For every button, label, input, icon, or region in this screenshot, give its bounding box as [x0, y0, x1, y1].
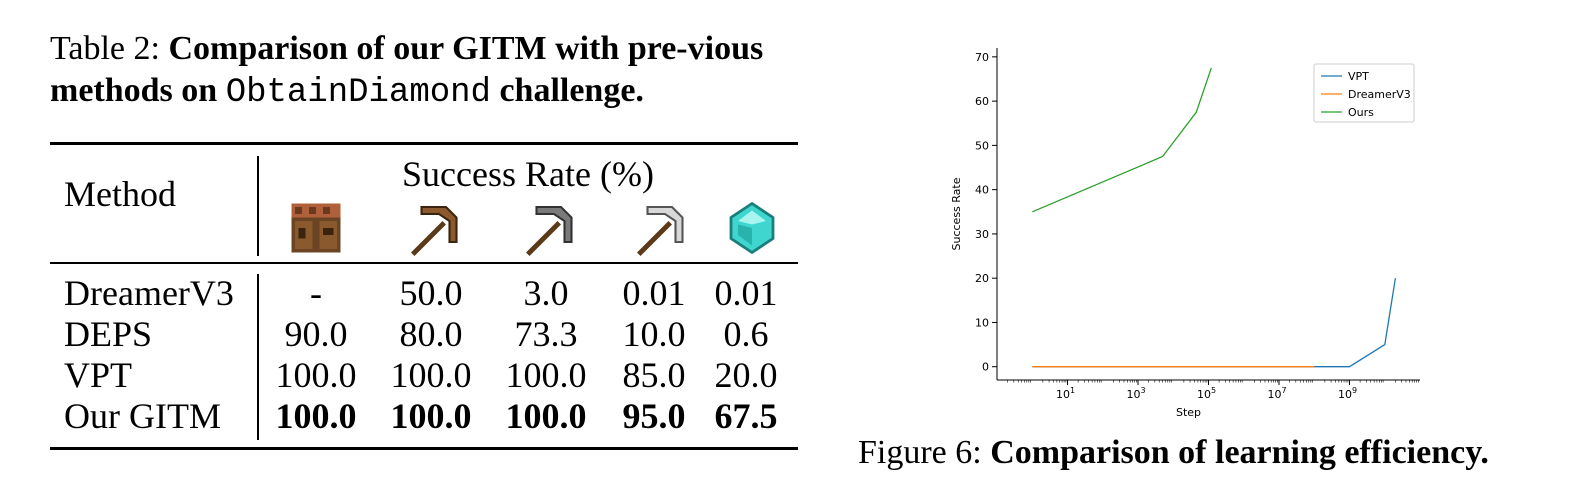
diamond-icon — [729, 201, 775, 255]
figure-caption-label: Figure 6: — [858, 434, 982, 471]
series-line-vpt — [1032, 278, 1397, 368]
learning-efficiency-chart: 0 10 20 30 40 50 60 70 101 103 105 107 109 Step Succes… — [950, 48, 1420, 419]
value-cell: 20.0 — [714, 355, 778, 395]
y-tick-label: 70 — [975, 51, 989, 64]
x-tick-label: 109 — [1338, 386, 1357, 401]
success-rate-header: Success Rate (%) — [402, 154, 654, 194]
wooden-pickaxe-icon — [411, 205, 458, 256]
iron-pickaxe-icon — [637, 205, 684, 256]
value-cell: 80.0 — [399, 314, 463, 354]
value-cell: 50.0 — [399, 273, 463, 313]
table-bottom-rule — [50, 447, 798, 450]
value-cell: 0.01 — [714, 273, 778, 313]
legend-entry: VPT — [1348, 70, 1369, 83]
x-tick-label: 101 — [1056, 386, 1075, 401]
crafting-table-icon — [291, 203, 341, 253]
y-tick-label: 50 — [975, 139, 989, 152]
x-tick-exponent: 5 — [1211, 386, 1216, 395]
series-line-ours — [1032, 67, 1212, 213]
legend-entry: DreamerV3 — [1348, 88, 1411, 101]
x-tick-exponent: 3 — [1140, 386, 1145, 395]
x-tick-exponent: 1 — [1070, 386, 1075, 395]
table-caption-title-part2: challenge. — [499, 72, 644, 109]
method-name: VPT — [64, 355, 133, 395]
table-top-rule — [50, 142, 798, 145]
stone-pickaxe-icon — [526, 205, 573, 256]
value-cell: 67.5 — [714, 396, 778, 436]
y-tick-label: 30 — [975, 228, 989, 241]
value-cell: 3.0 — [523, 273, 569, 313]
method-name: DEPS — [64, 314, 153, 354]
table-caption-label: Table 2: — [50, 30, 160, 67]
x-tick-label: 107 — [1267, 386, 1286, 401]
value-cell: 100.0 — [275, 355, 357, 395]
y-tick-label: 20 — [975, 272, 989, 285]
value-cell: 10.0 — [622, 314, 686, 354]
figure-caption: Figure 6: Comparison of learning efficie… — [858, 432, 1489, 474]
y-tick-label: 0 — [982, 361, 989, 374]
method-name: Our GITM — [64, 396, 221, 436]
method-column-header: Method — [64, 174, 176, 214]
value-cell: 95.0 — [622, 396, 686, 436]
header-bottom-rule — [50, 262, 798, 264]
chart-axes: 0 10 20 30 40 50 60 70 101 103 105 107 109 Step Succes… — [950, 48, 1420, 419]
y-tick-label: 60 — [975, 95, 989, 108]
chart-series — [1032, 67, 1397, 368]
table-caption: Table 2: Comparison of our GITM with pre… — [50, 28, 810, 114]
value-cell: 100.0 — [390, 355, 472, 395]
x-tick-label: 105 — [1197, 386, 1216, 401]
value-cell: 100.0 — [505, 396, 587, 436]
value-cell: 90.0 — [284, 314, 348, 354]
legend-entry: Ours — [1348, 106, 1374, 119]
x-axis-label: Step — [1176, 406, 1201, 419]
table-caption-title-part1: Comparison of our GITM with pre-vious me… — [50, 30, 764, 109]
y-axis-label: Success Rate — [950, 177, 963, 250]
table-caption-challenge-name: ObtainDiamond — [225, 74, 491, 112]
x-tick-label: 103 — [1126, 386, 1145, 401]
value-cell: 100.0 — [505, 355, 587, 395]
value-cell: 0.01 — [622, 273, 686, 313]
legend-box — [1313, 63, 1415, 123]
method-name: DreamerV3 — [64, 273, 234, 313]
y-tick-label: 10 — [975, 316, 989, 329]
x-tick-exponent: 7 — [1281, 386, 1286, 395]
value-cell: 85.0 — [622, 355, 686, 395]
value-cell: 100.0 — [275, 396, 357, 436]
value-cell: 100.0 — [390, 396, 472, 436]
header-vertical-rule — [257, 156, 259, 256]
body-vertical-rule — [257, 274, 259, 440]
value-cell: 73.3 — [514, 314, 578, 354]
value-cell: 0.6 — [723, 314, 769, 354]
x-tick-exponent: 9 — [1352, 386, 1357, 395]
chart-legend: VPT DreamerV3 Ours — [1313, 63, 1415, 123]
y-tick-label: 40 — [975, 184, 989, 197]
figure-caption-title: Comparison of learning efficiency. — [990, 434, 1489, 471]
value-cell: - — [310, 273, 322, 313]
